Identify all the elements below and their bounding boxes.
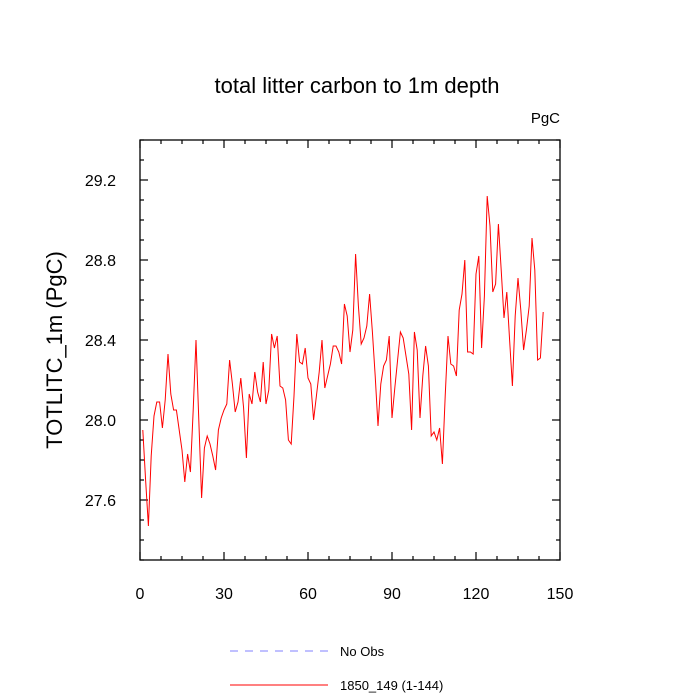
y-tick-label: 28.4 xyxy=(85,333,116,350)
x-tick-label: 60 xyxy=(299,586,317,603)
legend: No Obs 1850_149 (1-144) xyxy=(230,644,443,693)
x-tick-label: 90 xyxy=(383,586,401,603)
axis-ticks xyxy=(139,139,561,561)
x-tick-label: 0 xyxy=(136,586,145,603)
legend-label-no-obs: No Obs xyxy=(340,644,385,659)
legend-label-1850-149: 1850_149 (1-144) xyxy=(340,678,443,693)
y-tick-label: 27.6 xyxy=(85,493,116,510)
y-tick-label: 28.8 xyxy=(85,253,116,270)
series-group xyxy=(142,195,544,527)
y-tick-label: 29.2 xyxy=(85,173,116,190)
series-line-1850-149 xyxy=(142,195,544,527)
y-axis-label: TOTLITC_1m (PgC) xyxy=(42,251,67,449)
units-label: PgC xyxy=(531,110,560,127)
x-tick-label: 30 xyxy=(215,586,233,603)
y-tick-label: 28.0 xyxy=(85,413,116,430)
plot-frame xyxy=(139,139,561,561)
chart-title: total litter carbon to 1m depth xyxy=(215,73,500,98)
x-tick-label: 120 xyxy=(463,586,490,603)
tick-labels: 0 30 60 90 120 150 27.6 28.0 28.4 28.8 29.2 xyxy=(85,173,574,603)
x-tick-label: 150 xyxy=(547,586,574,603)
